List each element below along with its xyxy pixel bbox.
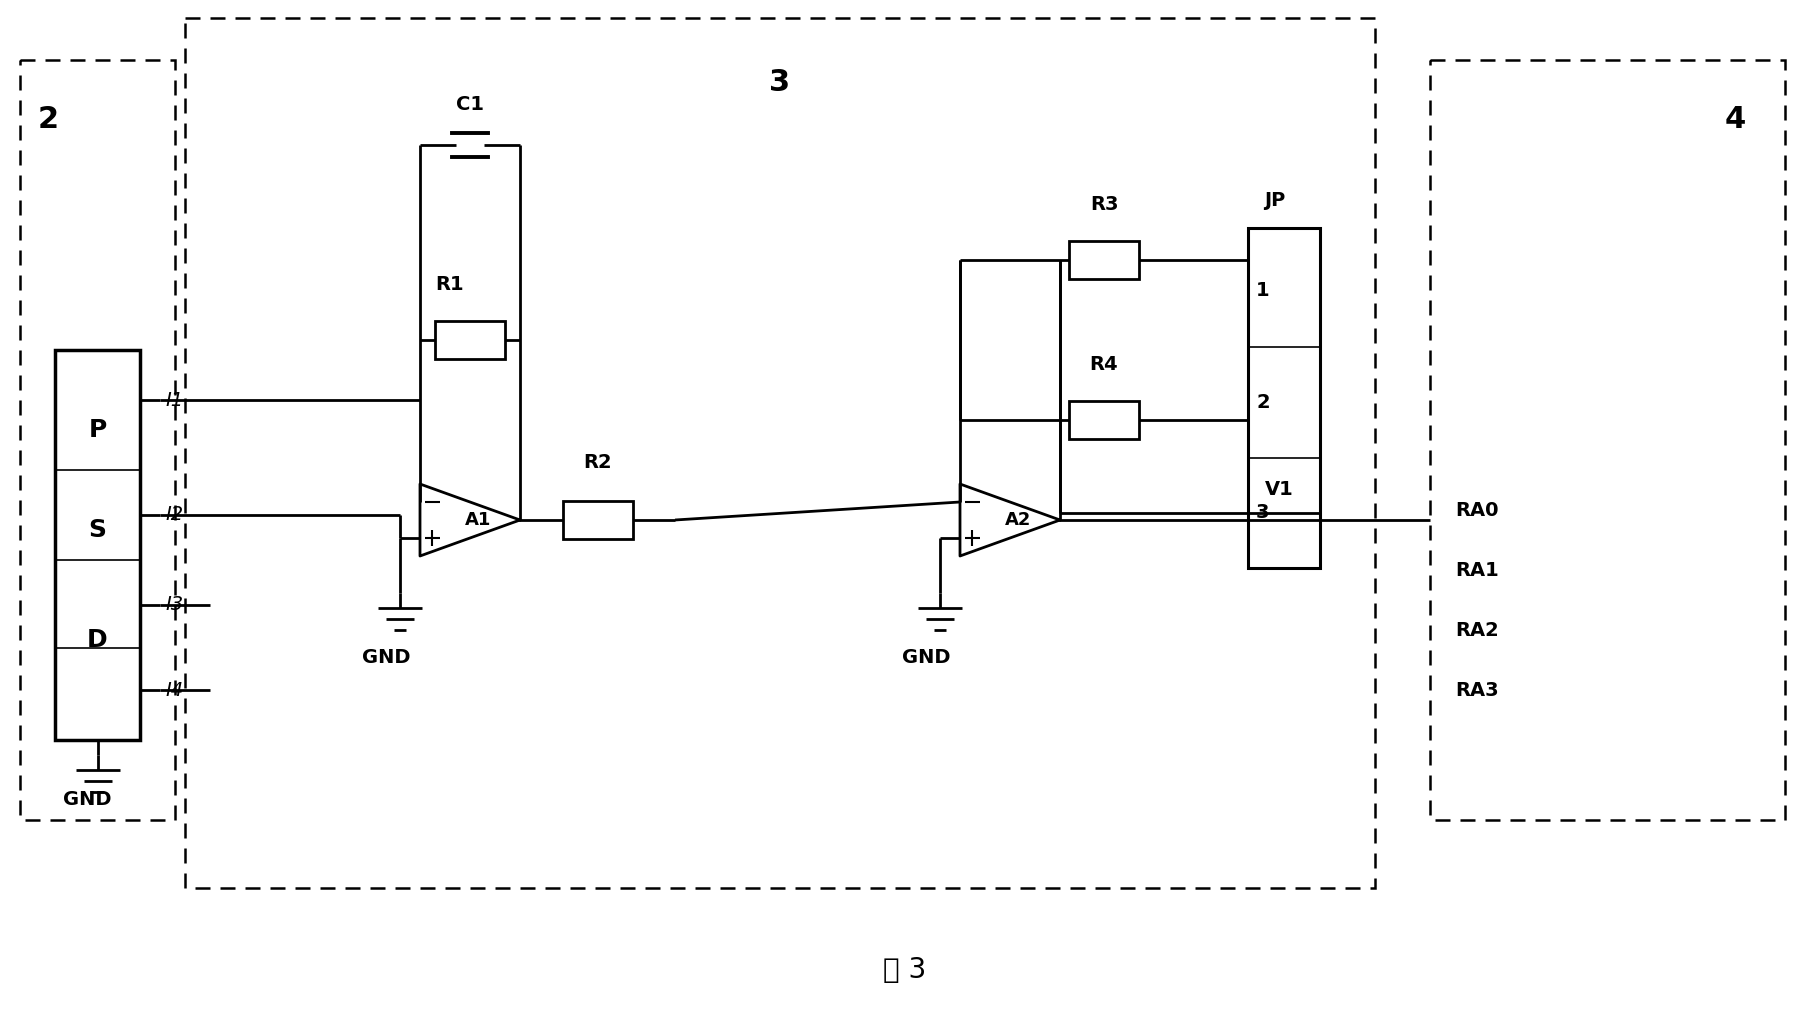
Text: 图 3: 图 3 — [883, 956, 927, 984]
Text: I2: I2 — [165, 505, 183, 525]
Text: RA1: RA1 — [1455, 560, 1499, 580]
Text: 4: 4 — [1725, 105, 1747, 134]
Text: 3: 3 — [769, 68, 791, 97]
Text: R3: R3 — [1090, 195, 1119, 214]
Text: I3: I3 — [165, 596, 183, 614]
Text: I1: I1 — [165, 391, 183, 409]
Text: V1: V1 — [1265, 480, 1294, 499]
Bar — [434, 321, 505, 359]
Bar — [1430, 60, 1785, 820]
Text: GND: GND — [63, 790, 110, 809]
Text: C1: C1 — [456, 95, 483, 114]
Text: D: D — [87, 628, 109, 652]
Text: R2: R2 — [583, 453, 612, 472]
Bar — [1070, 401, 1138, 439]
Bar — [185, 18, 1376, 888]
Text: 2: 2 — [38, 105, 60, 134]
Text: 1: 1 — [1256, 280, 1269, 299]
Text: GND: GND — [362, 648, 411, 667]
Text: A1: A1 — [465, 511, 491, 529]
Text: RA3: RA3 — [1455, 680, 1499, 699]
Text: RA0: RA0 — [1455, 500, 1499, 520]
Bar — [563, 501, 632, 539]
Text: S: S — [89, 518, 107, 542]
Text: 3: 3 — [1256, 503, 1269, 523]
Text: JP: JP — [1263, 191, 1285, 210]
Text: P: P — [89, 418, 107, 442]
Bar — [1249, 228, 1319, 568]
Text: A2: A2 — [1005, 511, 1032, 529]
Text: I4: I4 — [165, 680, 183, 699]
Bar — [20, 60, 176, 820]
Text: R4: R4 — [1090, 355, 1119, 374]
Text: RA2: RA2 — [1455, 620, 1499, 639]
Text: 2: 2 — [1256, 394, 1269, 412]
Text: R1: R1 — [436, 275, 465, 294]
Bar — [54, 350, 139, 740]
Text: GND: GND — [901, 648, 950, 667]
Bar — [1070, 241, 1138, 279]
